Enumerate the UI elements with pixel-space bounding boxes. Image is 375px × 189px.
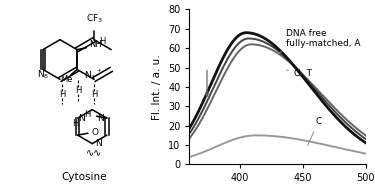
Text: N$_1$: N$_1$	[84, 69, 96, 82]
Text: H: H	[75, 86, 81, 95]
Text: N: N	[97, 114, 104, 123]
Text: N: N	[78, 114, 85, 123]
Text: Cytosine: Cytosine	[62, 172, 107, 182]
Text: C: C	[308, 117, 321, 146]
Y-axis label: Fl. Int. / a. u.: Fl. Int. / a. u.	[152, 54, 162, 120]
Text: O: O	[92, 128, 99, 137]
Text: H: H	[72, 119, 79, 128]
Text: DNA free
fully-matched, A: DNA free fully-matched, A	[278, 29, 361, 53]
Text: N$_8$: N$_8$	[37, 68, 50, 81]
Text: CF$_3$: CF$_3$	[86, 12, 103, 25]
Text: H: H	[58, 90, 65, 99]
Text: H: H	[99, 37, 106, 46]
Text: G, T: G, T	[286, 69, 312, 78]
Text: H: H	[84, 110, 91, 119]
Text: ∿∿: ∿∿	[86, 148, 102, 158]
Text: NH: NH	[88, 40, 101, 49]
Text: H: H	[91, 90, 97, 99]
Text: Me: Me	[60, 75, 73, 84]
Text: N: N	[95, 139, 102, 148]
Text: $^+$: $^+$	[94, 67, 102, 76]
